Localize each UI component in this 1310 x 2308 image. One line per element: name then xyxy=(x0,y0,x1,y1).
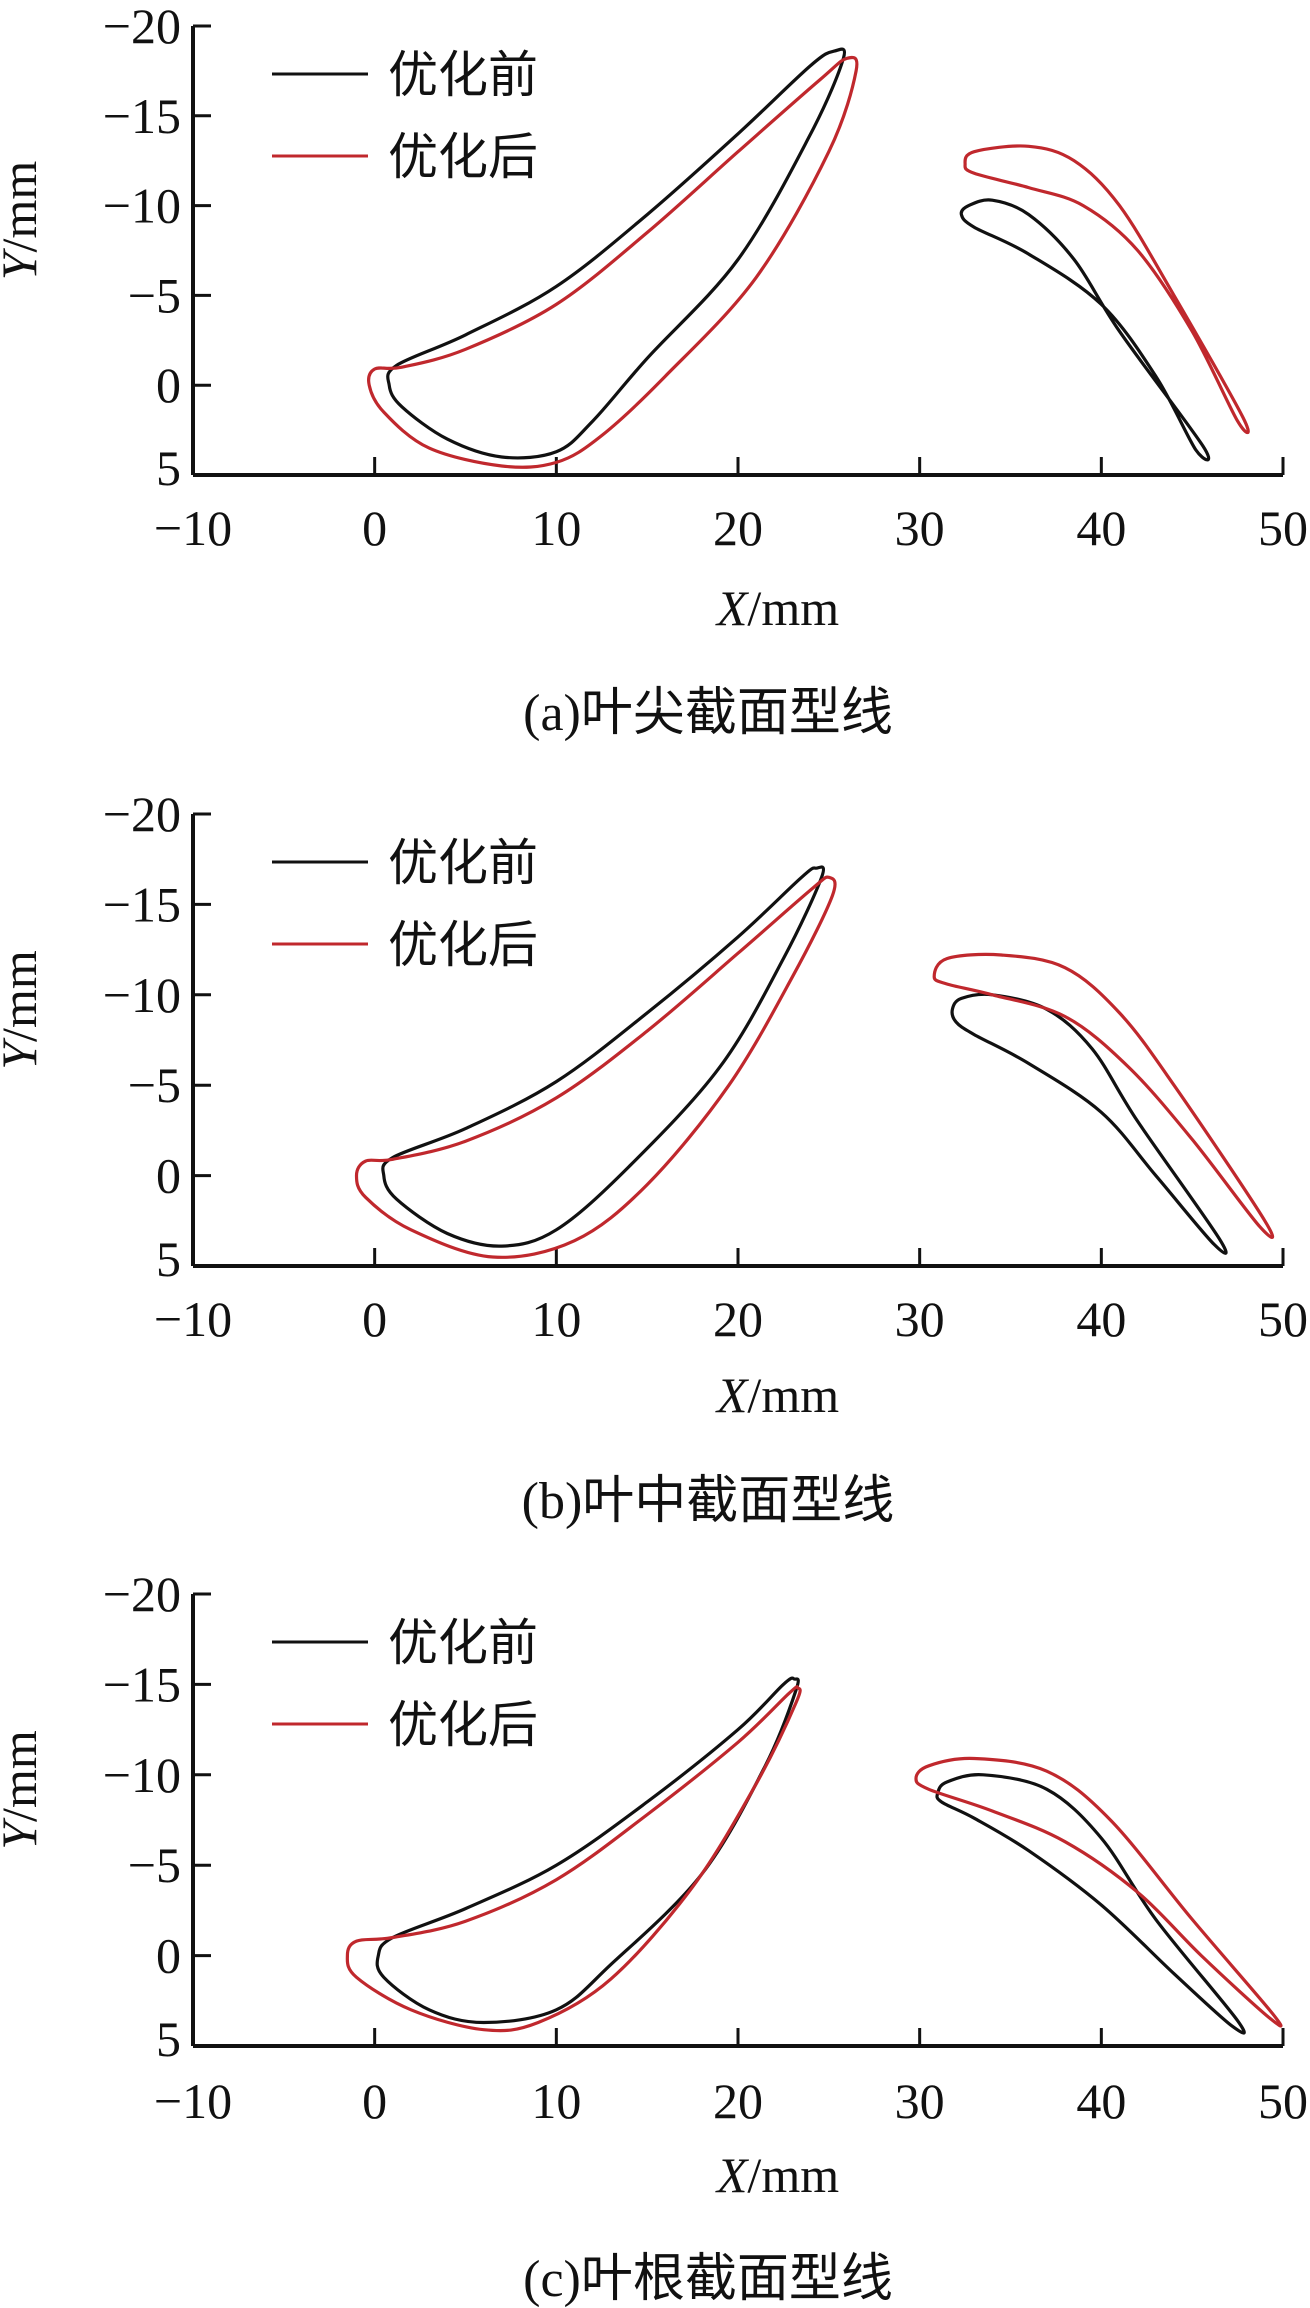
chart-panel-c: −1001020304050−20−15−10−505X/mmY/mm优化前优化… xyxy=(0,1566,1308,2308)
y-axis-label-unit: /mm xyxy=(0,1730,47,1822)
x-tick-label: 40 xyxy=(1076,500,1126,556)
x-axis-label-unit: /mm xyxy=(747,2147,839,2203)
y-axis-label: Y/mm xyxy=(0,950,47,1070)
x-axis-label-unit: /mm xyxy=(747,580,839,636)
x-tick-label: 30 xyxy=(895,2073,945,2129)
x-tick-label: 50 xyxy=(1258,1291,1308,1347)
panel-caption: (a)叶尖截面型线 xyxy=(523,685,893,742)
x-axis-label-var: X xyxy=(715,580,750,636)
after-optimization-blade-1 xyxy=(345,1685,802,2033)
x-tick-label: 30 xyxy=(895,1291,945,1347)
x-tick-label: 10 xyxy=(531,1291,581,1347)
before-optimization-blade-1 xyxy=(386,47,846,460)
y-tick-label: −5 xyxy=(128,1837,181,1893)
before-optimization-blade-1 xyxy=(375,1676,800,2025)
x-tick-label: 0 xyxy=(362,500,387,556)
x-tick-label: 0 xyxy=(362,2073,387,2129)
y-axis-label-var: Y xyxy=(0,1817,47,1850)
after-optimization-blade-2 xyxy=(914,1756,1283,2028)
x-tick-label: 50 xyxy=(1258,2073,1308,2129)
x-tick-label: 0 xyxy=(362,1291,387,1347)
y-tick-label: 0 xyxy=(156,357,181,413)
after-optimization-blade-1 xyxy=(354,875,837,1259)
y-tick-label: −15 xyxy=(103,1656,181,1712)
legend-label: 优化前 xyxy=(388,46,538,104)
x-tick-label: 50 xyxy=(1258,500,1308,556)
legend-label: 优化后 xyxy=(388,916,538,974)
x-tick-label: −10 xyxy=(154,1291,232,1347)
x-axis-label: X/mm xyxy=(715,2147,839,2203)
y-tick-label: −20 xyxy=(103,786,181,842)
panel-caption: (c)叶根截面型线 xyxy=(523,2251,893,2308)
y-tick-label: −15 xyxy=(103,88,181,144)
x-axis-label: X/mm xyxy=(715,580,839,636)
panel-caption: (b)叶中截面型线 xyxy=(522,1473,895,1530)
y-tick-label: 0 xyxy=(156,1928,181,1984)
after-optimization-blade-1 xyxy=(367,55,859,469)
y-tick-label: −10 xyxy=(103,178,181,234)
y-axis-label-var: Y xyxy=(0,247,47,280)
y-tick-label: 5 xyxy=(156,440,181,496)
x-tick-label: 10 xyxy=(531,2073,581,2129)
x-tick-label: −10 xyxy=(154,500,232,556)
y-tick-label: −5 xyxy=(128,1057,181,1113)
legend-label: 优化后 xyxy=(388,128,538,186)
x-tick-label: −10 xyxy=(154,2073,232,2129)
x-axis-label: X/mm xyxy=(715,1367,839,1423)
chart-panel-b: −1001020304050−20−15−10−505X/mmY/mm优化前优化… xyxy=(0,786,1308,1530)
y-axis-label-var: Y xyxy=(0,1037,47,1070)
y-axis-label: Y/mm xyxy=(0,1730,47,1850)
y-tick-label: −20 xyxy=(103,1566,181,1622)
x-axis-label-var: X xyxy=(715,1367,750,1423)
y-axis-label: Y/mm xyxy=(0,161,47,281)
x-tick-label: 30 xyxy=(895,500,945,556)
after-optimization-blade-2 xyxy=(932,952,1275,1240)
y-tick-label: −10 xyxy=(103,967,181,1023)
y-tick-label: 5 xyxy=(156,2011,181,2067)
x-tick-label: 20 xyxy=(713,500,763,556)
before-optimization-blade-1 xyxy=(381,865,826,1248)
after-optimization-blade-2 xyxy=(963,144,1250,435)
before-optimization-blade-2 xyxy=(959,198,1211,462)
y-tick-label: −15 xyxy=(103,876,181,932)
y-axis-label-unit: /mm xyxy=(0,161,47,253)
y-tick-label: 5 xyxy=(156,1231,181,1287)
y-axis-label-unit: /mm xyxy=(0,950,47,1042)
x-tick-label: 40 xyxy=(1076,1291,1126,1347)
chart-panel-a: −1001020304050−20−15−10−505X/mmY/mm优化前优化… xyxy=(0,0,1308,742)
y-tick-label: −20 xyxy=(103,0,181,54)
y-tick-label: −10 xyxy=(103,1747,181,1803)
legend-label: 优化后 xyxy=(388,1696,538,1754)
x-tick-label: 20 xyxy=(713,1291,763,1347)
y-tick-label: −5 xyxy=(128,267,181,323)
x-tick-label: 20 xyxy=(713,2073,763,2129)
before-optimization-blade-2 xyxy=(935,1773,1246,2035)
x-axis-label-unit: /mm xyxy=(747,1367,839,1423)
legend-label: 优化前 xyxy=(388,834,538,892)
legend-label: 优化前 xyxy=(388,1614,538,1672)
x-tick-label: 10 xyxy=(531,500,581,556)
x-axis-label-var: X xyxy=(715,2147,750,2203)
y-tick-label: 0 xyxy=(156,1148,181,1204)
x-tick-label: 40 xyxy=(1076,2073,1126,2129)
